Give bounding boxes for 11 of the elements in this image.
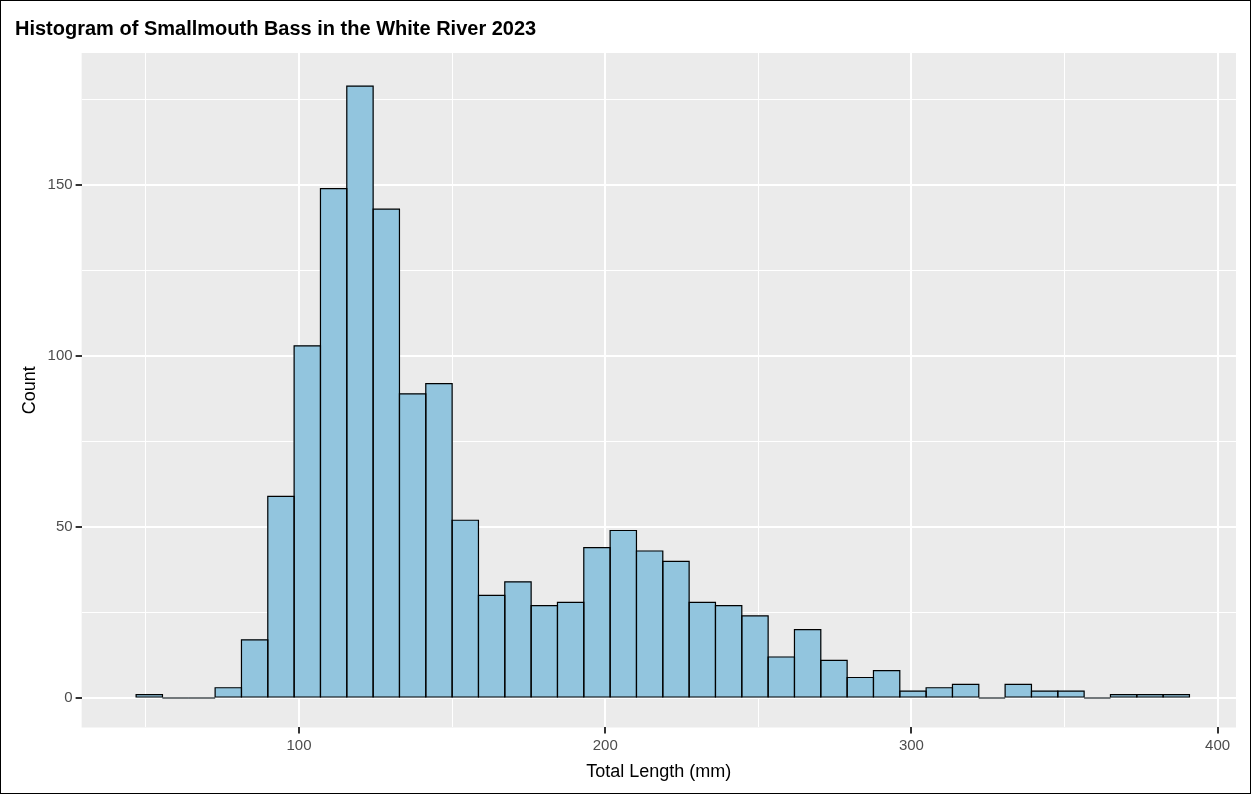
x-tick-label: 300	[898, 735, 924, 753]
x-tick-label: 400	[1205, 735, 1231, 753]
x-tick-label: 200	[592, 735, 618, 753]
y-tick-label: 100	[47, 346, 73, 364]
y-axis-title: Count	[18, 366, 39, 415]
y-tick-label: 150	[47, 175, 73, 193]
y-tick-label: 50	[55, 517, 73, 535]
y-tick-label: 0	[64, 688, 73, 706]
x-tick-label: 100	[286, 735, 312, 753]
chart-title: Histogram of Smallmouth Bass in the White River 2023	[15, 16, 537, 39]
x-axis-title: Total Length (mm)	[586, 761, 732, 782]
